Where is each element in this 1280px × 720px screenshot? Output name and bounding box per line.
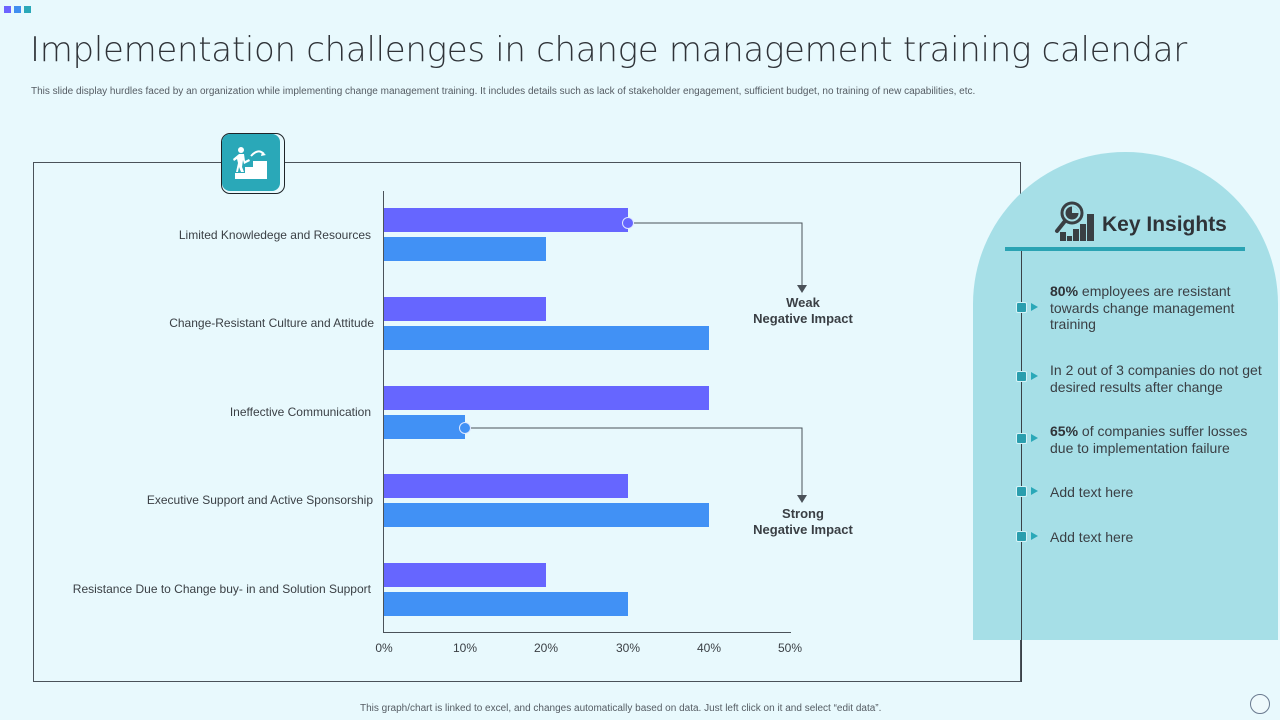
y-axis xyxy=(383,191,384,633)
triangle-right-icon xyxy=(1031,303,1038,311)
x-axis xyxy=(383,632,791,633)
corner-circle-icon xyxy=(1250,694,1270,714)
x-tick-label: 0% xyxy=(375,641,393,655)
insight-marker xyxy=(1016,302,1027,313)
annotation-dot-weak xyxy=(622,217,634,229)
person-climbing-stairs-icon xyxy=(233,146,267,179)
insight-text: Add text here xyxy=(1050,484,1265,501)
triangle-right-icon xyxy=(1031,487,1038,495)
key-insights-panel xyxy=(973,152,1278,640)
annotation-line1: Strong xyxy=(782,506,824,521)
category-label: Limited Knowledege and Resources xyxy=(178,228,371,242)
bar-series1[interactable] xyxy=(384,208,628,232)
x-tick-label: 10% xyxy=(452,641,478,655)
x-tick-label: 30% xyxy=(615,641,641,655)
insight-body: of companies suffer losses due to implem… xyxy=(1050,423,1248,456)
annotation-line2: Negative Impact xyxy=(753,311,853,326)
insight-text: In 2 out of 3 companies do not get desir… xyxy=(1050,362,1265,395)
category-label: Executive Support and Active Sponsorship xyxy=(146,493,373,507)
insight-stat: 80% xyxy=(1050,283,1079,299)
x-tick-label: 40% xyxy=(696,641,722,655)
x-tick-label: 50% xyxy=(777,641,803,655)
annotation-line1: Weak xyxy=(786,295,820,310)
deco-square-3 xyxy=(24,6,31,13)
deco-square-1 xyxy=(4,6,11,13)
decorative-squares xyxy=(4,6,31,13)
insight-body: Add text here xyxy=(1050,529,1134,545)
category-label: Resistance Due to Change buy- in and Sol… xyxy=(72,582,371,596)
footer-note: This graph/chart is linked to excel, and… xyxy=(360,703,882,714)
triangle-right-icon xyxy=(1031,372,1038,380)
category-label: Ineffective Communication xyxy=(229,405,371,419)
challenge-icon-box xyxy=(221,133,285,194)
key-insights-title: Key Insights xyxy=(1102,213,1227,236)
bar-series1[interactable] xyxy=(384,563,547,587)
page-title: Implementation challenges in change mana… xyxy=(30,30,1187,70)
insight-marker xyxy=(1016,531,1027,542)
bar-series1[interactable] xyxy=(384,297,547,321)
insight-text: 65% of companies suffer losses due to im… xyxy=(1050,423,1265,456)
insights-timeline-line xyxy=(1021,251,1022,682)
insight-marker xyxy=(1016,433,1027,444)
key-insights-divider xyxy=(1005,247,1245,251)
deco-square-2 xyxy=(14,6,21,13)
insight-body: Add text here xyxy=(1050,484,1134,500)
insight-marker xyxy=(1016,486,1027,497)
x-tick-label: 20% xyxy=(533,641,559,655)
bar-series1[interactable] xyxy=(384,386,709,410)
magnifier-bar-chart-icon xyxy=(1055,201,1094,241)
annotation-weak-impact: Weak Negative Impact xyxy=(753,295,853,327)
insight-text: Add text here xyxy=(1050,529,1265,546)
bar-series2[interactable] xyxy=(384,503,709,527)
bar-series2[interactable] xyxy=(384,326,709,350)
insight-stat: 65% xyxy=(1050,423,1079,439)
bar-series2[interactable] xyxy=(384,415,466,439)
annotation-line2: Negative Impact xyxy=(753,522,853,537)
insight-body: In 2 out of 3 companies do not get desir… xyxy=(1050,362,1262,395)
annotation-strong-impact: Strong Negative Impact xyxy=(753,506,853,538)
annotation-dot-strong xyxy=(459,422,471,434)
page-subtitle: This slide display hurdles faced by an o… xyxy=(31,86,976,97)
bar-series2[interactable] xyxy=(384,237,547,261)
bar-series1[interactable] xyxy=(384,474,628,498)
insight-marker xyxy=(1016,371,1027,382)
insight-text: 80% employees are resistant towards chan… xyxy=(1050,283,1265,333)
triangle-right-icon xyxy=(1031,434,1038,442)
bar-series2[interactable] xyxy=(384,592,628,616)
category-label: Change-Resistant Culture and Attitude xyxy=(169,316,374,330)
triangle-right-icon xyxy=(1031,532,1038,540)
insight-body: employees are resistant towards change m… xyxy=(1050,283,1235,332)
